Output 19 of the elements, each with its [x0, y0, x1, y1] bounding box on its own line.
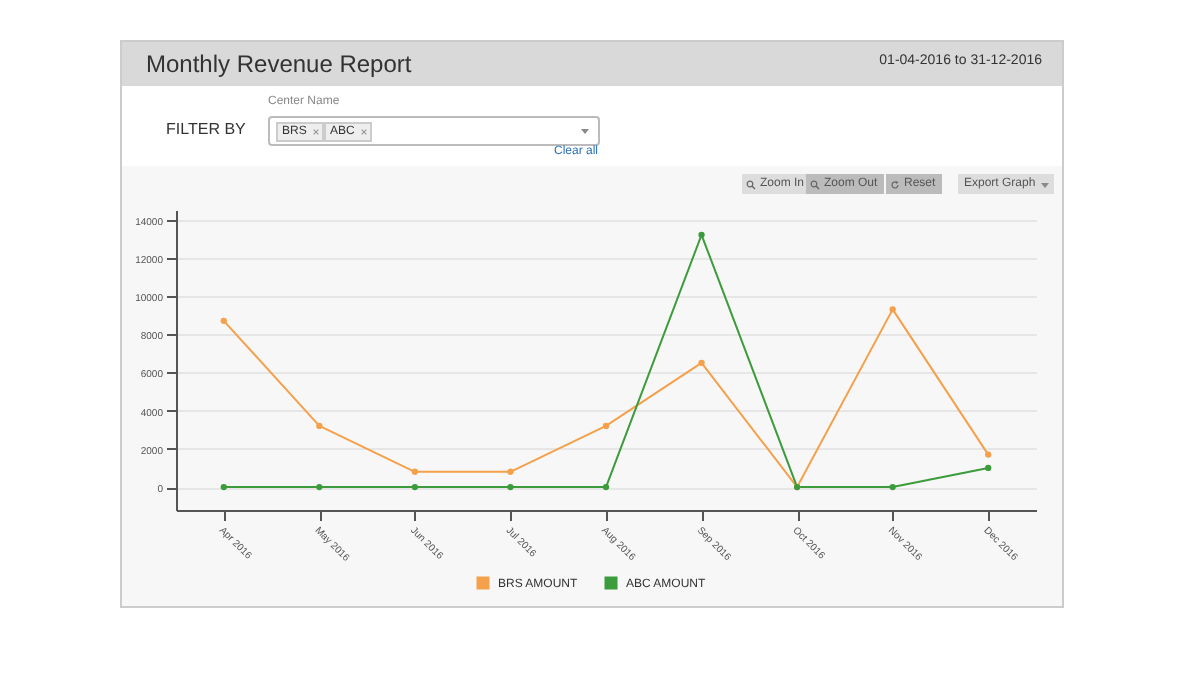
- point: [985, 464, 992, 472]
- point: [602, 483, 610, 491]
- point: [698, 359, 705, 367]
- text: FILTER BY: [166, 120, 246, 138]
- point: [889, 483, 896, 491]
- point: [220, 317, 227, 324]
- point: [507, 468, 514, 475]
- chart-title: Monthly Revenue Report: [146, 50, 412, 78]
- point: [316, 483, 323, 491]
- point: [985, 451, 992, 458]
- point: [889, 306, 896, 313]
- point: [507, 483, 514, 491]
- point: [316, 422, 323, 430]
- line-series: [220, 306, 992, 491]
- point: [411, 483, 419, 491]
- point: [220, 483, 227, 491]
- point: [602, 422, 610, 430]
- point: [698, 231, 705, 238]
- point: [411, 468, 419, 475]
